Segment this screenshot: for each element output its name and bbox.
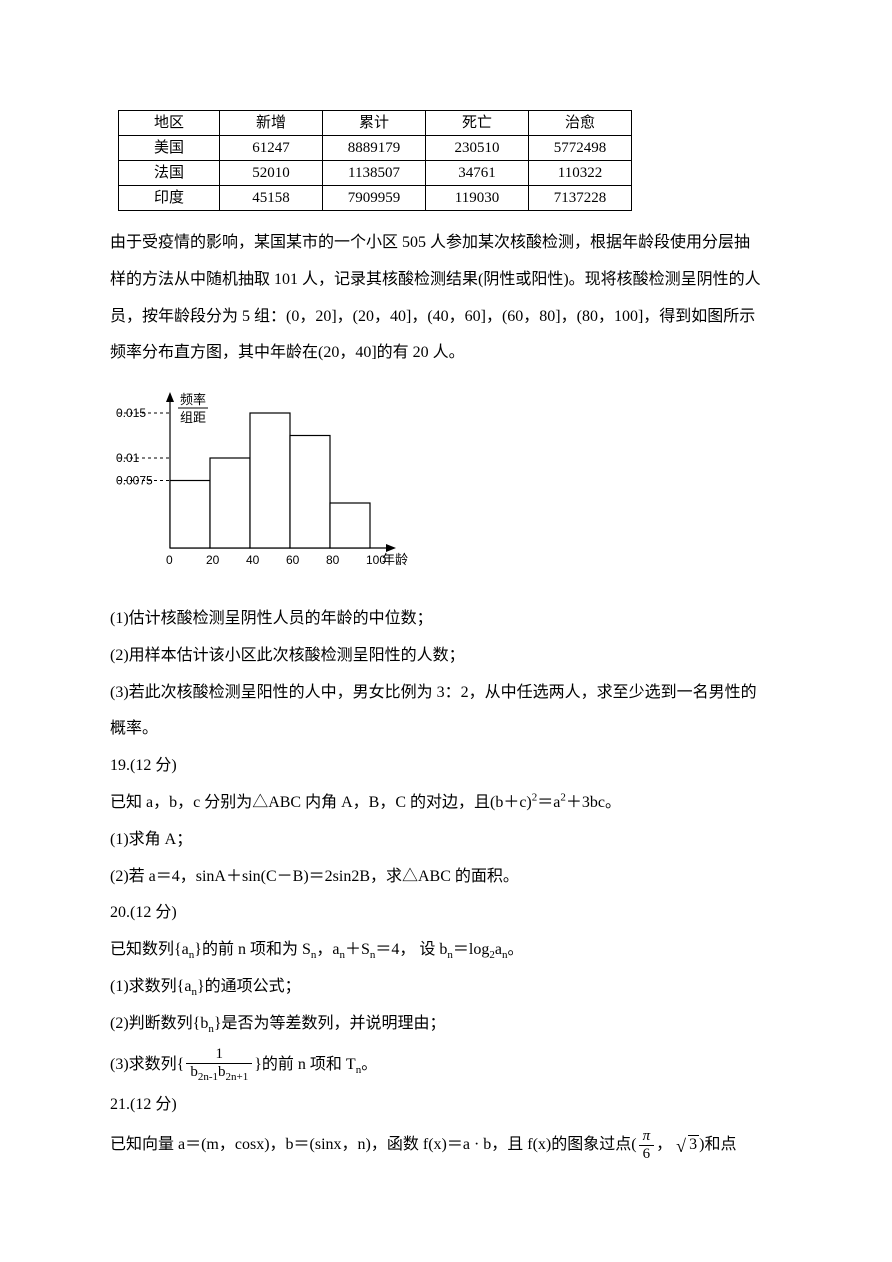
q20-c: ，a — [316, 941, 339, 958]
q19-stem-c: ＋3bc。 — [566, 794, 621, 811]
q19-head: 19.(12 分) — [110, 748, 782, 785]
q20-d: ＋S — [345, 941, 370, 958]
q19-1: (1)求角 A； — [110, 822, 782, 859]
q20-3-num: 1 — [186, 1046, 252, 1064]
q20-b: }的前 n 项和为 S — [194, 941, 311, 958]
q20-f: ＝log — [453, 941, 489, 958]
q20-3: (3)求数列{1b2n-1b2n+1}的前 n 项和 Tn。 — [110, 1043, 782, 1088]
covid-table: 地区新增累计死亡治愈美国6124788891792305105772498 法国5… — [118, 110, 632, 211]
svg-text:60: 60 — [286, 553, 300, 567]
intro-line-3: 员，按年龄段分为 5 组：(0，20]，(20，40]，(40，60]，(60，… — [110, 299, 782, 336]
q19-stem-b: ＝a — [537, 794, 560, 811]
q21-c: )和点 — [699, 1136, 736, 1153]
q21-pi: π — [639, 1128, 655, 1146]
table-cell: 8889179 — [323, 136, 426, 161]
table-cell: 110322 — [529, 161, 632, 186]
table-cell: 230510 — [426, 136, 529, 161]
q20-1a: (1)求数列{a — [110, 978, 191, 995]
q20-head: 20.(12 分) — [110, 895, 782, 932]
table-header: 累计 — [323, 111, 426, 136]
q20-stem: 已知数列{an}的前 n 项和为 Sn，an＋Sn＝4， 设 bn＝log2an… — [110, 932, 782, 969]
table-cell: 1138507 — [323, 161, 426, 186]
q19-stem-a: 已知 a，b，c 分别为△ABC 内角 A，B，C 的对边，且(b＋c) — [110, 794, 532, 811]
table-cell: 印度 — [119, 186, 220, 211]
q21-6: 6 — [639, 1146, 655, 1163]
svg-text:0.01: 0.01 — [116, 451, 140, 465]
table-header: 死亡 — [426, 111, 529, 136]
q20-3b: }的前 n 项和 T — [254, 1056, 355, 1073]
sqrt-3: √3 — [676, 1124, 699, 1166]
q20-1b: }的通项公式； — [197, 978, 301, 995]
q20-e: ＝4， 设 b — [375, 941, 447, 958]
intro-line-2: 样的方法从中随机抽取 101 人，记录其核酸检测结果(阴性或阳性)。现将核酸检测… — [110, 262, 782, 299]
q20-a: 已知数列{a — [110, 941, 189, 958]
svg-text:组距: 组距 — [180, 410, 206, 425]
table-cell: 美国 — [119, 136, 220, 161]
table-cell: 7137228 — [529, 186, 632, 211]
svg-text:0: 0 — [166, 553, 173, 567]
table-cell: 119030 — [426, 186, 529, 211]
q20-3c: 。 — [361, 1056, 377, 1073]
q21-head: 21.(12 分) — [110, 1087, 782, 1124]
q18-1: (1)估计核酸检测呈阴性人员的年龄的中位数； — [110, 601, 782, 638]
q20-3a: (3)求数列{ — [110, 1056, 184, 1073]
q19-stem: 已知 a，b，c 分别为△ABC 内角 A，B，C 的对边，且(b＋c)2＝a2… — [110, 785, 782, 822]
q20-g: a — [495, 941, 502, 958]
svg-text:20: 20 — [206, 553, 220, 567]
table-header: 地区 — [119, 111, 220, 136]
intro-line-4: 频率分布直方图，其中年龄在(20，40]的有 20 人。 — [110, 335, 782, 372]
q21-3: 3 — [688, 1135, 699, 1153]
q20-2b: }是否为等差数列，并说明理由； — [214, 1015, 446, 1032]
svg-text:0.0075: 0.0075 — [116, 474, 153, 488]
q19-2: (2)若 a＝4，sinA＋sin(C－B)＝2sin2B，求△ABC 的面积。 — [110, 859, 782, 896]
table-header: 新增 — [220, 111, 323, 136]
q20-2a: (2)判断数列{b — [110, 1015, 208, 1032]
table-cell: 61247 — [220, 136, 323, 161]
svg-text:频率: 频率 — [180, 392, 206, 407]
svg-text:40: 40 — [246, 553, 260, 567]
table-cell: 52010 — [220, 161, 323, 186]
table-cell: 7909959 — [323, 186, 426, 211]
q20-3-den: b2n-1b2n+1 — [186, 1064, 252, 1084]
intro-line-1: 由于受疫情的影响，某国某市的一个小区 505 人参加某次核酸检测，根据年龄段使用… — [110, 225, 782, 262]
table-cell: 5772498 — [529, 136, 632, 161]
q18-2: (2)用样本估计该小区此次核酸检测呈阳性的人数； — [110, 638, 782, 675]
page: 地区新增累计死亡治愈美国6124788891792305105772498 法国5… — [0, 0, 892, 1262]
q21-stem: 已知向量 a＝(m，cosx)，b＝(sinx，n)，函数 f(x)＝a · b… — [110, 1124, 782, 1166]
table-cell: 45158 — [220, 186, 323, 211]
q20-2: (2)判断数列{bn}是否为等差数列，并说明理由； — [110, 1006, 782, 1043]
radical-icon: √ — [676, 1123, 686, 1170]
svg-text:0.015: 0.015 — [116, 406, 146, 420]
svg-text:年龄: 年龄 — [382, 552, 408, 567]
q21-a: 已知向量 a＝(m，cosx)，b＝(sinx，n)，函数 f(x)＝a · b… — [110, 1136, 637, 1153]
table-cell: 法国 — [119, 161, 220, 186]
table-header: 治愈 — [529, 111, 632, 136]
q18-3a: (3)若此次核酸检测呈阳性的人中，男女比例为 3：2，从中任选两人，求至少选到一… — [110, 675, 782, 712]
q21-b: ， — [656, 1136, 672, 1153]
histogram: 频率组距0.0150.010.0075020406080100年龄 — [110, 378, 782, 593]
svg-text:80: 80 — [326, 553, 340, 567]
histogram-svg: 频率组距0.0150.010.0075020406080100年龄 — [110, 378, 410, 578]
q18-3b: 概率。 — [110, 711, 782, 748]
q20-1: (1)求数列{an}的通项公式； — [110, 969, 782, 1006]
q20-h: 。 — [507, 941, 523, 958]
q21-frac-pi6: π6 — [639, 1128, 655, 1164]
table-cell: 34761 — [426, 161, 529, 186]
q20-3-fraction: 1b2n-1b2n+1 — [186, 1046, 252, 1084]
